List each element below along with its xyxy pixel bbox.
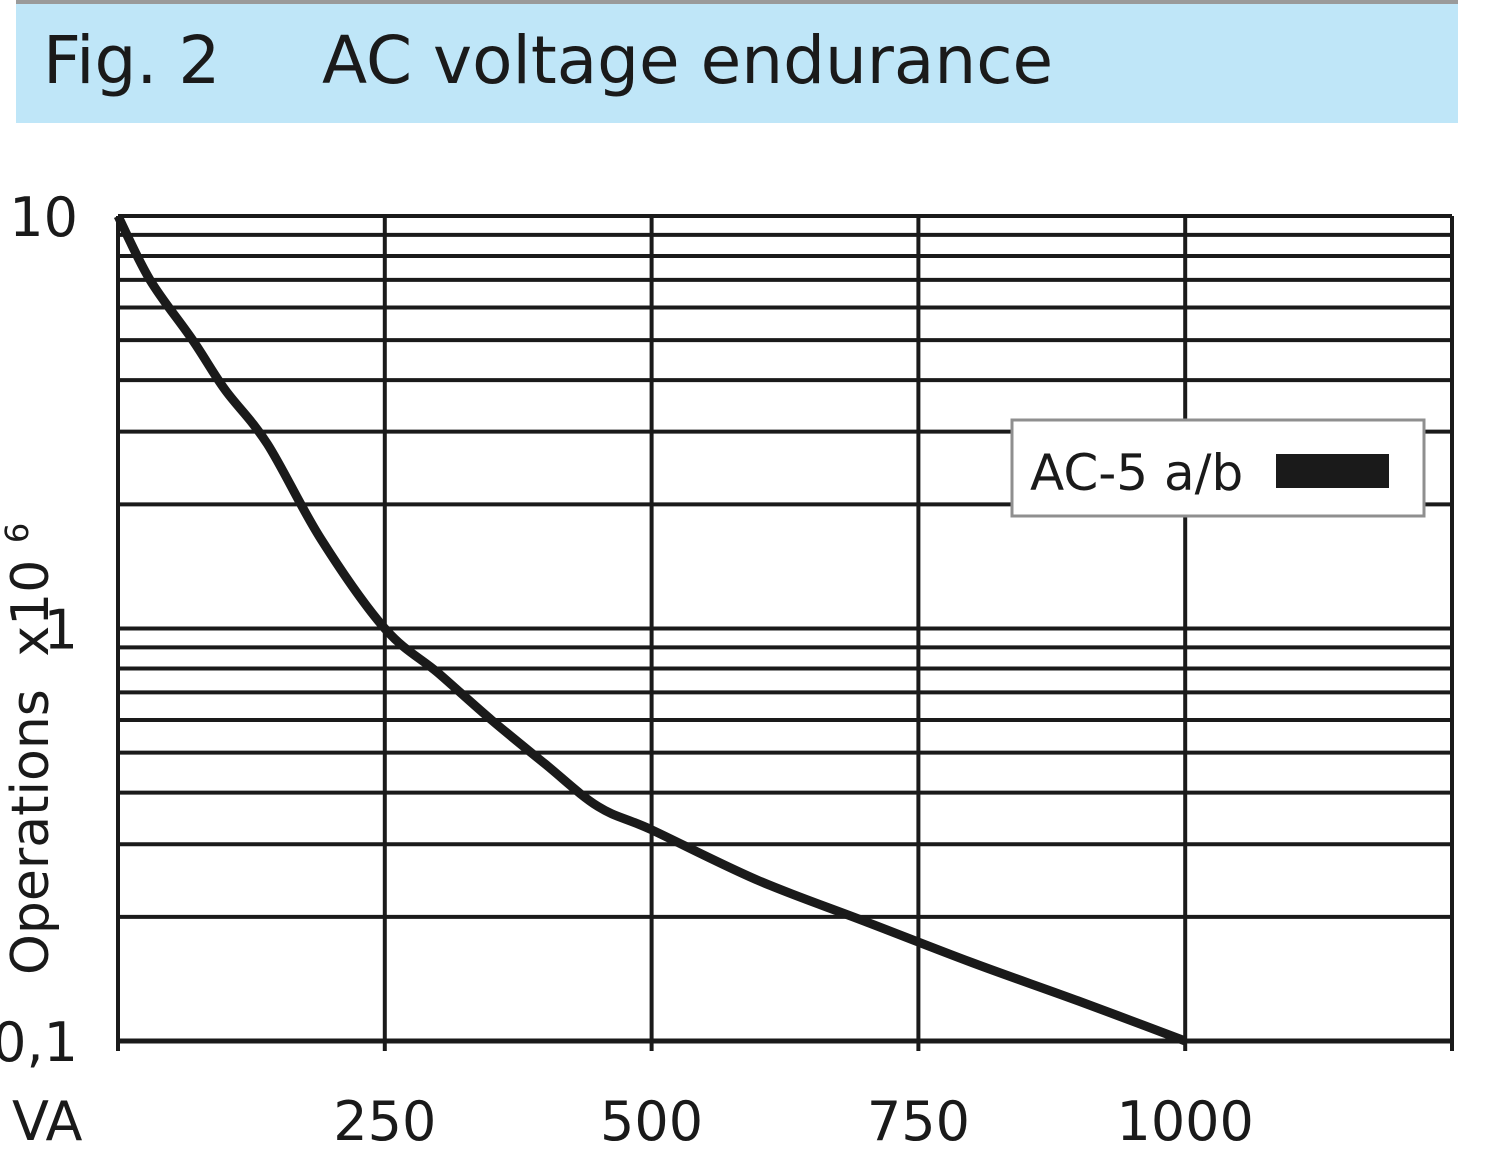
y-tick-label: 1 — [44, 599, 78, 662]
grid-lines — [118, 214, 1452, 1051]
y-axis-label-exponent-sup: 6 — [0, 523, 36, 543]
x-tick-label: 250 — [333, 1090, 436, 1153]
series-layer — [113, 213, 1187, 1046]
y-axis-label-text: Operations — [1, 689, 61, 975]
legend-label: AC-5 a/b — [1030, 444, 1243, 502]
header-top-rule — [16, 0, 1458, 4]
figure-header: Fig. 2 AC voltage endurance — [16, 4, 1458, 123]
x-tick-label: 750 — [867, 1090, 970, 1153]
x-tick-label: 500 — [600, 1090, 703, 1153]
x-tick-label: 1000 — [1116, 1090, 1253, 1153]
series-line-ac5 — [113, 213, 1187, 1046]
figure-number: Fig. 2 — [43, 22, 221, 99]
y-axis-label-exponent: x10 — [1, 560, 61, 657]
tick-labels: 250 500 750 1000 10 1 0,1 — [0, 186, 1254, 1153]
y-tick-label: 10 — [9, 186, 78, 249]
y-axis-label: Operations x10 6 — [0, 523, 61, 975]
figure-title: AC voltage endurance — [322, 22, 1054, 99]
legend-swatch — [1276, 454, 1389, 488]
x-axis-label: VA — [12, 1090, 82, 1153]
legend: AC-5 a/b — [1010, 418, 1426, 518]
axes — [116, 216, 1454, 1051]
y-tick-label: 0,1 — [0, 1011, 78, 1074]
